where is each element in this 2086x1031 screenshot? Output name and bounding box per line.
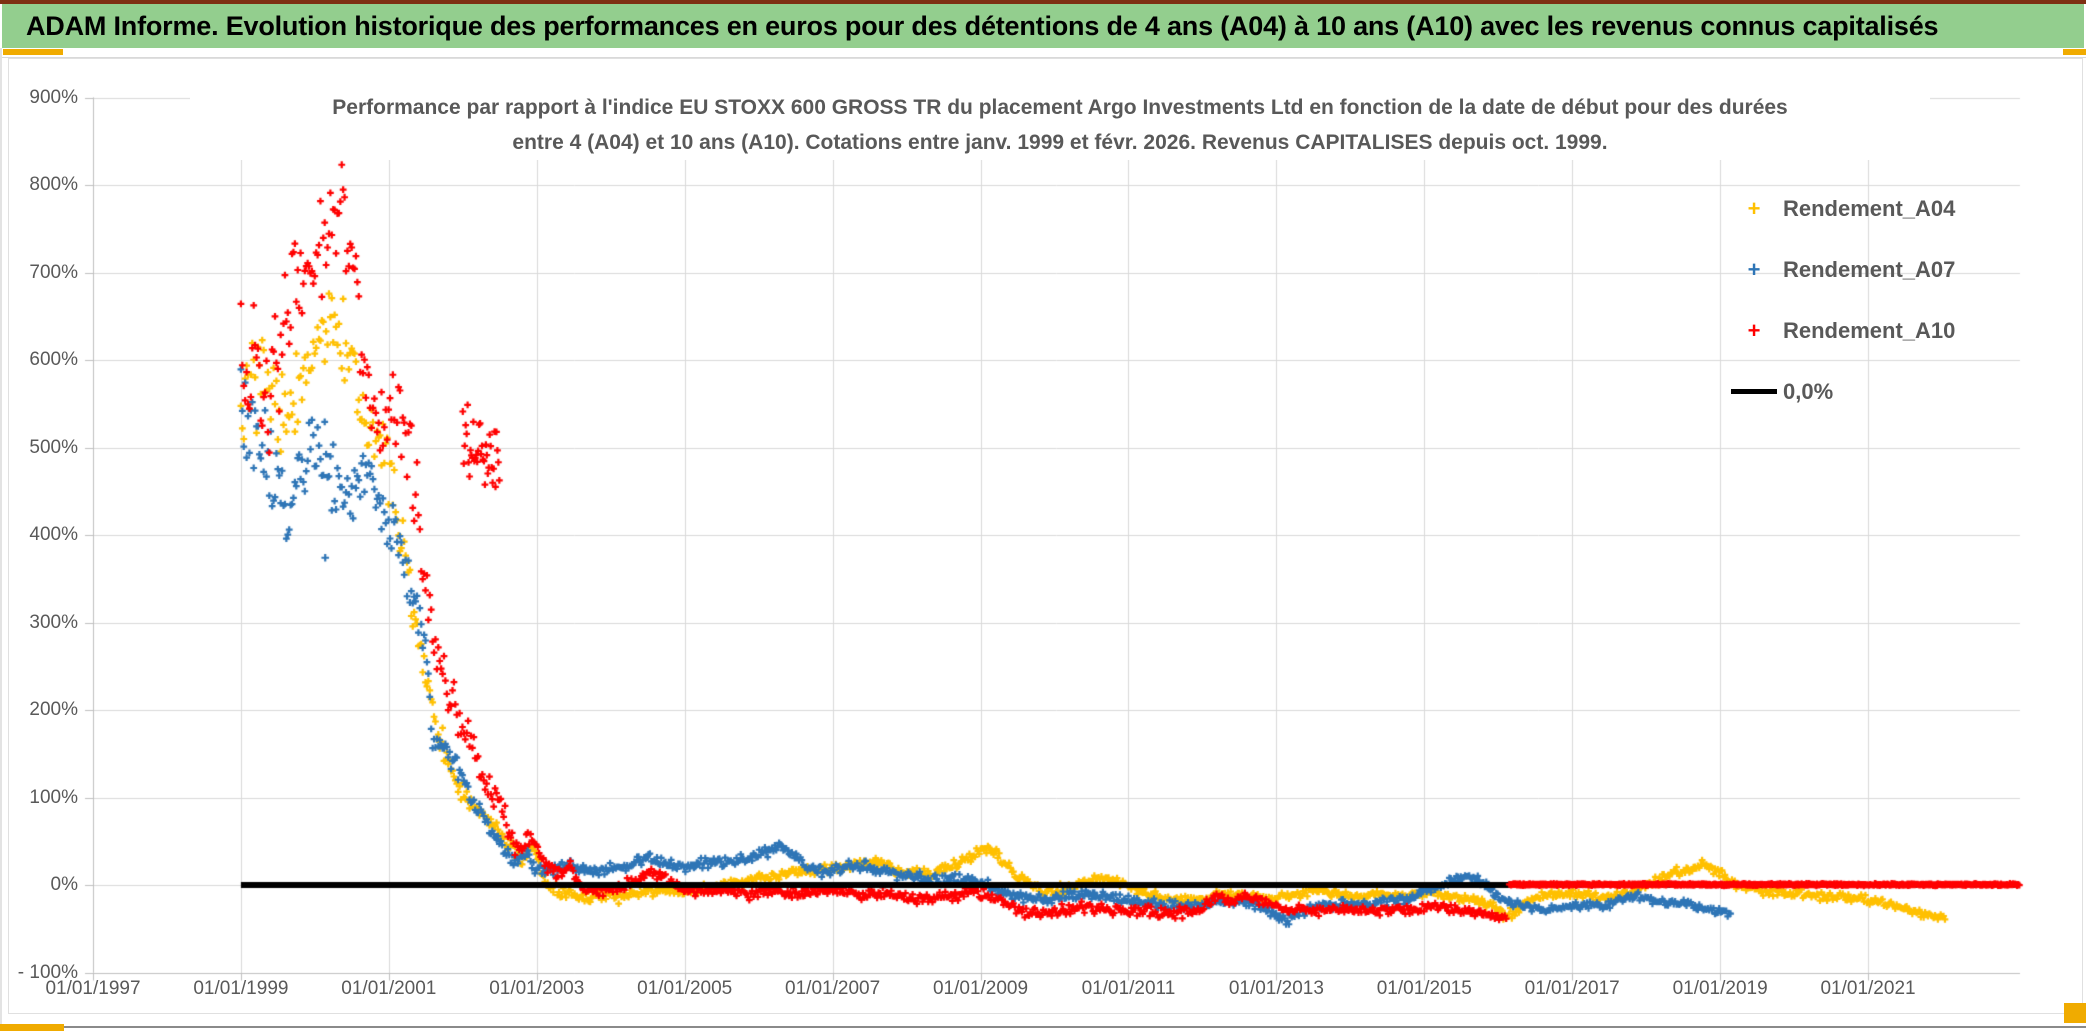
plus-marker-icon: + [1747,256,1761,282]
legend-item-zero-line: 0,0% [1725,361,2015,422]
plus-marker-icon: + [1747,317,1761,343]
window-left-edge [0,48,2,1031]
x-axis-tick-label: 01/01/2019 [1672,978,1768,999]
chart-title-line2: entre 4 (A04) et 10 ans (A10). Cotations… [512,131,1608,154]
y-axis-tick-label: 500% [29,436,78,458]
y-axis-tick-label: - 100% [17,961,78,983]
y-axis-tick-label: 0% [50,874,78,895]
accent-mark-bottom-left [0,1024,64,1031]
plus-marker-icon: + [1747,195,1761,221]
legend-label: Rendement_A10 [1783,317,1956,343]
x-axis-tick-label: 01/01/1999 [193,978,289,999]
x-axis-tick-label: 01/01/2007 [785,978,881,999]
legend-item-rendement-a07: + Rendement_A07 [1725,239,2015,300]
y-axis-tick-label: 900% [29,86,78,108]
y-axis-tick-label: 200% [29,699,78,720]
x-axis-tick-label: 01/01/2017 [1524,978,1620,999]
chart-title: Performance par rapport à l'indice EU ST… [190,90,1930,160]
x-axis-tick-label: 01/01/2015 [1376,978,1472,999]
x-axis-tick-label: 01/01/2013 [1228,978,1324,999]
y-axis-tick-label: 400% [29,524,78,545]
chart-title-line1: Performance par rapport à l'indice EU ST… [332,96,1788,119]
chart-legend: + Rendement_A04 + Rendement_A07 + Rendem… [1725,178,2015,422]
x-axis-tick-label: 01/01/2005 [637,978,733,999]
zero-line-sample-icon [1731,389,1777,394]
x-axis-tick-label: 01/01/2001 [341,978,437,999]
x-axis-tick-label: 01/01/2011 [1081,978,1176,999]
legend-item-rendement-a04: + Rendement_A04 [1725,178,2015,239]
window-bottom-edge [0,1026,2086,1028]
y-axis-tick-label: 600% [29,349,78,370]
x-axis-tick-label: 01/01/2003 [489,978,585,999]
y-axis-tick-label: 100% [29,786,78,808]
x-axis-tick-label: 01/01/1997 [45,978,141,999]
x-axis-tick-label: 01/01/2021 [1820,978,1916,999]
accent-mark-bottom-right [2064,1003,2086,1023]
y-axis-tick-label: 300% [29,611,78,633]
legend-label: Rendement_A07 [1783,256,1956,282]
x-axis-tick-label: 01/01/2009 [932,978,1029,999]
y-axis-tick-label: 800% [29,174,78,195]
legend-label: Rendement_A04 [1783,195,1956,221]
legend-item-rendement-a10: + Rendement_A10 [1725,300,2015,361]
y-axis-tick-label: 700% [29,261,78,283]
legend-label: 0,0% [1783,378,1834,404]
